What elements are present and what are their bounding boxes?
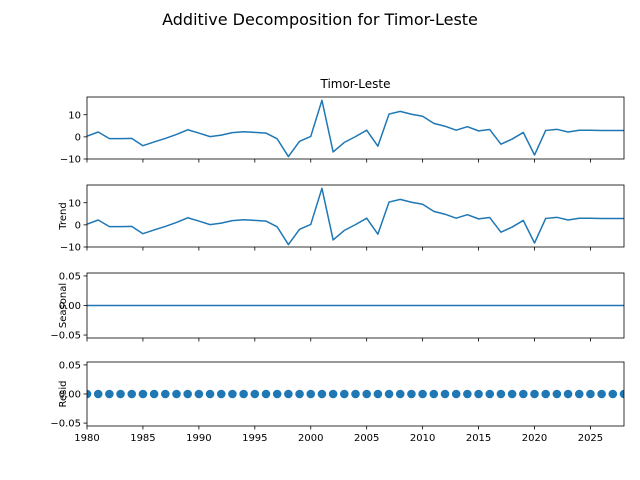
resid-point: [340, 389, 349, 399]
x-tick-label: 2010: [410, 433, 435, 444]
y-axis-label: Trend: [58, 202, 69, 230]
y-tick-label: 0.05: [59, 272, 81, 283]
y-tick-label: 0: [75, 220, 81, 231]
figure-suptitle: Additive Decomposition for Timor-Leste: [162, 10, 478, 29]
resid-point: [395, 389, 405, 399]
resid-point: [172, 389, 181, 399]
resid-point: [138, 389, 148, 399]
resid-point: [429, 389, 439, 399]
panel-timor-leste: −10 0 10: [60, 96, 625, 166]
resid-point: [530, 389, 539, 399]
x-tick-label: 2005: [354, 433, 379, 444]
x-tick-label: 1990: [186, 433, 211, 444]
resid-point: [507, 389, 517, 399]
resid-point: [451, 389, 461, 399]
y-tick-label: −0.05: [50, 331, 81, 342]
timor-leste-series-line: [87, 99, 624, 158]
y-tick-label: 10: [68, 198, 81, 209]
resid-point: [228, 389, 237, 399]
resid-point: [272, 389, 282, 399]
resid-point: [586, 389, 595, 399]
axes-frame: [86, 96, 625, 160]
resid-point: [418, 389, 427, 399]
resid-point: [619, 389, 624, 399]
resid-point: [216, 389, 226, 399]
x-tick-label: 1980: [74, 433, 99, 444]
y-axis-label: Seasonal: [58, 283, 69, 328]
y-tick-label: −10: [60, 155, 81, 166]
resid-point: [563, 389, 573, 399]
resid-point: [116, 389, 125, 399]
resid-point: [183, 389, 192, 399]
x-tick-label: 1995: [242, 433, 267, 444]
resid-point: [105, 389, 114, 399]
x-tick-label: 2000: [298, 433, 323, 444]
panel-title: Timor-Leste: [319, 77, 390, 91]
resid-point: [306, 389, 316, 399]
panels-group: −10010−10010Trend−0.050.000.05Seasonal−0…: [50, 96, 625, 444]
resid-point: [328, 389, 338, 399]
resid-point: [519, 389, 528, 399]
y-tick-label: 0: [75, 132, 81, 143]
resid-point: [149, 389, 159, 399]
resid-point: [574, 389, 584, 399]
resid-point: [284, 389, 293, 399]
resid-point: [407, 389, 416, 399]
x-tick-label: 2015: [466, 433, 491, 444]
x-tick-label: 2020: [522, 433, 547, 444]
resid-point: [373, 389, 383, 399]
resid-point: [496, 389, 506, 399]
x-tick-label: 2025: [578, 433, 603, 444]
resid-point: [485, 389, 495, 399]
y-tick-label: −0.05: [50, 419, 81, 430]
y-axis-label: Resid: [58, 381, 69, 408]
resid-point: [440, 389, 450, 399]
resid-point: [87, 389, 92, 399]
trend-series-line: [87, 187, 624, 246]
resid-point: [317, 389, 327, 399]
resid-point: [194, 389, 204, 399]
resid-point: [351, 389, 360, 399]
axes-frame: [86, 184, 625, 248]
resid-point: [161, 389, 170, 399]
resid-point: [552, 389, 562, 399]
resid-point: [239, 389, 248, 399]
y-tick-label: 0.00: [59, 301, 81, 312]
resid-point: [541, 389, 550, 399]
resid-point: [250, 389, 260, 399]
resid-point: [362, 389, 371, 399]
resid-point: [597, 389, 606, 399]
resid-point: [93, 389, 103, 399]
resid-point: [463, 389, 472, 399]
y-tick-label: −10: [60, 243, 81, 254]
resid-point: [474, 389, 483, 399]
y-tick-label: 0.05: [59, 361, 81, 372]
resid-point: [261, 389, 271, 399]
y-tick-label: 0.00: [59, 390, 81, 401]
resid-point: [205, 389, 215, 399]
resid-point: [608, 389, 618, 399]
resid-point: [384, 389, 394, 399]
resid-point: [295, 389, 304, 399]
resid-point: [127, 389, 137, 399]
panel-resid: −0.05 0.00 0.05 1980 1985 1990 1995 2000 2005 201…: [50, 361, 625, 444]
resid-markers: [87, 389, 624, 399]
x-tick-label: 1985: [130, 433, 155, 444]
y-tick-label: 10: [68, 110, 81, 121]
